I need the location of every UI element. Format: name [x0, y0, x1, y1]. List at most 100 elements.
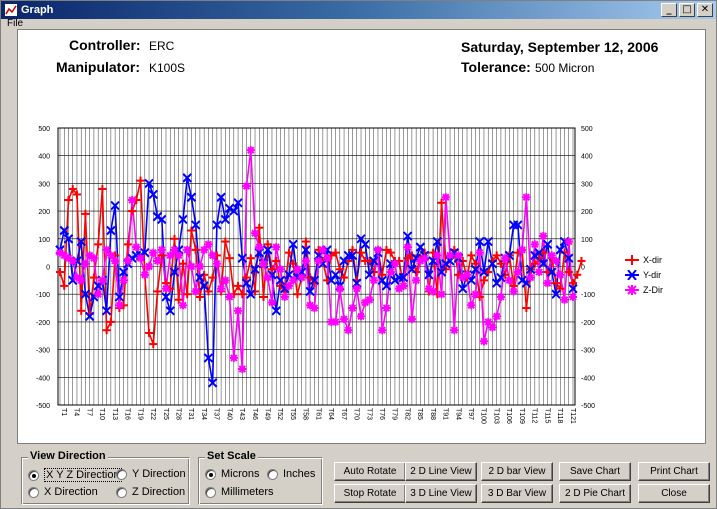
data-point-z-dir: [119, 276, 128, 285]
data-point-y-dir: [402, 231, 413, 241]
title-bar[interactable]: Graph _ □ ✕: [1, 1, 716, 19]
data-point-x-dir: [128, 207, 137, 216]
data-point-y-dir: [534, 247, 544, 258]
3d-bar-view-button[interactable]: 3 D Bar View: [481, 484, 553, 503]
x-tick-label: T103: [492, 408, 499, 424]
chart-panel: Controller: ERC Manipulator: K100S Satur…: [17, 29, 706, 444]
x-tick-label: T34: [200, 408, 207, 420]
data-point-y-dir: [530, 250, 540, 261]
series-line-y-dir: [59, 177, 574, 383]
x-tick-label: T58: [302, 408, 309, 420]
data-point-z-dir: [132, 243, 141, 252]
data-point-x-dir: [403, 254, 412, 263]
data-point-z-dir: [479, 337, 488, 346]
legend-item-z: Z-Dir: [625, 285, 663, 295]
x-tick-label: T70: [353, 408, 360, 420]
data-point-y-dir: [178, 214, 188, 225]
data-point-x-dir: [153, 287, 162, 296]
radio-inches[interactable]: Inches: [267, 468, 315, 480]
data-point-z-dir: [323, 254, 332, 263]
data-point-z-dir: [310, 304, 319, 313]
data-point-x-dir: [386, 248, 395, 257]
data-point-y-dir: [84, 311, 95, 322]
minimize-button[interactable]: _: [661, 3, 677, 17]
save-chart-button[interactable]: Save Chart: [559, 462, 631, 481]
x-tick-label: T67: [340, 408, 347, 420]
radio-z-direction[interactable]: Z Direction: [116, 486, 185, 498]
3d-line-view-button[interactable]: 3 D Line View: [405, 484, 477, 503]
data-point-y-dir: [432, 236, 443, 247]
data-point-y-dir: [496, 272, 506, 283]
x-tick-label: T118: [556, 408, 563, 424]
data-point-z-dir: [331, 317, 340, 326]
2d-line-view-button[interactable]: 2 D Line View: [405, 462, 477, 481]
data-point-x-dir: [577, 256, 586, 265]
data-point-x-dir: [170, 234, 179, 243]
data-point-z-dir: [187, 262, 196, 271]
data-point-z-dir: [128, 196, 137, 205]
y-tick-label-left: -100: [36, 292, 50, 299]
radio-y-direction[interactable]: Y Direction: [116, 468, 186, 480]
graph-app-icon: [5, 4, 17, 16]
data-point-z-dir: [446, 251, 455, 260]
data-point-x-dir: [467, 251, 476, 260]
data-point-y-dir: [114, 292, 125, 302]
report-date: Saturday, September 12, 2006: [461, 39, 659, 55]
data-point-x-dir: [522, 304, 531, 313]
data-point-z-dir: [149, 248, 158, 257]
data-point-x-dir: [552, 279, 561, 288]
data-point-y-dir: [76, 236, 86, 247]
controller-label: Controller:: [69, 37, 141, 53]
data-point-x-dir: [174, 295, 183, 304]
data-point-z-dir: [433, 251, 442, 260]
data-point-y-dir: [216, 192, 226, 202]
radio-xyz-direction[interactable]: X Y Z Direction: [28, 468, 122, 482]
view-direction-group: View Direction X Y Z Direction Y Directi…: [21, 450, 190, 505]
data-point-z-dir: [246, 146, 255, 155]
y-tick-label-right: 400: [581, 154, 593, 161]
auto-rotate-button[interactable]: Auto Rotate: [334, 462, 406, 481]
x-tick-label: T1: [60, 408, 67, 416]
data-point-z-dir: [153, 256, 162, 265]
x-tick-label: T112: [531, 408, 538, 424]
data-point-z-dir: [556, 270, 565, 279]
radio-dot-selected[interactable]: [28, 469, 39, 481]
radio-millimeters[interactable]: Millimeters: [205, 486, 274, 498]
data-point-z-dir: [543, 279, 552, 288]
data-point-y-dir: [568, 283, 578, 294]
radio-x-direction[interactable]: X Direction: [28, 486, 98, 498]
data-point-x-dir: [208, 273, 217, 282]
data-point-y-dir: [424, 270, 434, 280]
data-point-z-dir: [429, 287, 438, 296]
data-point-x-dir: [68, 184, 77, 193]
x-tick-label: T4: [73, 408, 80, 416]
data-point-z-dir: [467, 301, 476, 310]
print-chart-button[interactable]: Print Chart: [638, 462, 710, 481]
data-point-z-dir: [259, 259, 268, 268]
x-tick-label: T121: [569, 408, 576, 424]
close-window-button[interactable]: ✕: [697, 3, 713, 17]
2d-pie-chart-button[interactable]: 2 D Pie Chart: [559, 484, 631, 503]
menu-file[interactable]: File: [7, 18, 24, 29]
data-point-y-dir: [369, 256, 379, 266]
data-point-z-dir: [284, 281, 293, 290]
y-tick-label-right: 0: [581, 265, 585, 272]
data-point-z-dir: [492, 312, 501, 321]
maximize-button[interactable]: □: [679, 3, 695, 17]
x-tick-label: T19: [136, 408, 143, 420]
close-button[interactable]: Close: [638, 484, 710, 503]
data-point-y-dir: [106, 225, 116, 236]
data-point-x-dir: [195, 292, 204, 301]
radio-microns[interactable]: Microns: [205, 468, 260, 480]
data-point-z-dir: [204, 240, 213, 249]
data-point-z-dir: [378, 326, 387, 335]
data-point-z-dir: [225, 292, 234, 301]
x-tick-label: T7: [85, 408, 92, 416]
2d-bar-view-button[interactable]: 2 D bar View: [481, 462, 553, 481]
data-point-y-dir: [479, 267, 489, 277]
stop-rotate-button[interactable]: Stop Rotate: [334, 484, 406, 503]
data-point-x-dir: [94, 240, 103, 249]
data-point-x-dir: [98, 184, 107, 193]
data-point-x-dir: [479, 276, 488, 285]
data-point-z-dir: [89, 254, 98, 263]
